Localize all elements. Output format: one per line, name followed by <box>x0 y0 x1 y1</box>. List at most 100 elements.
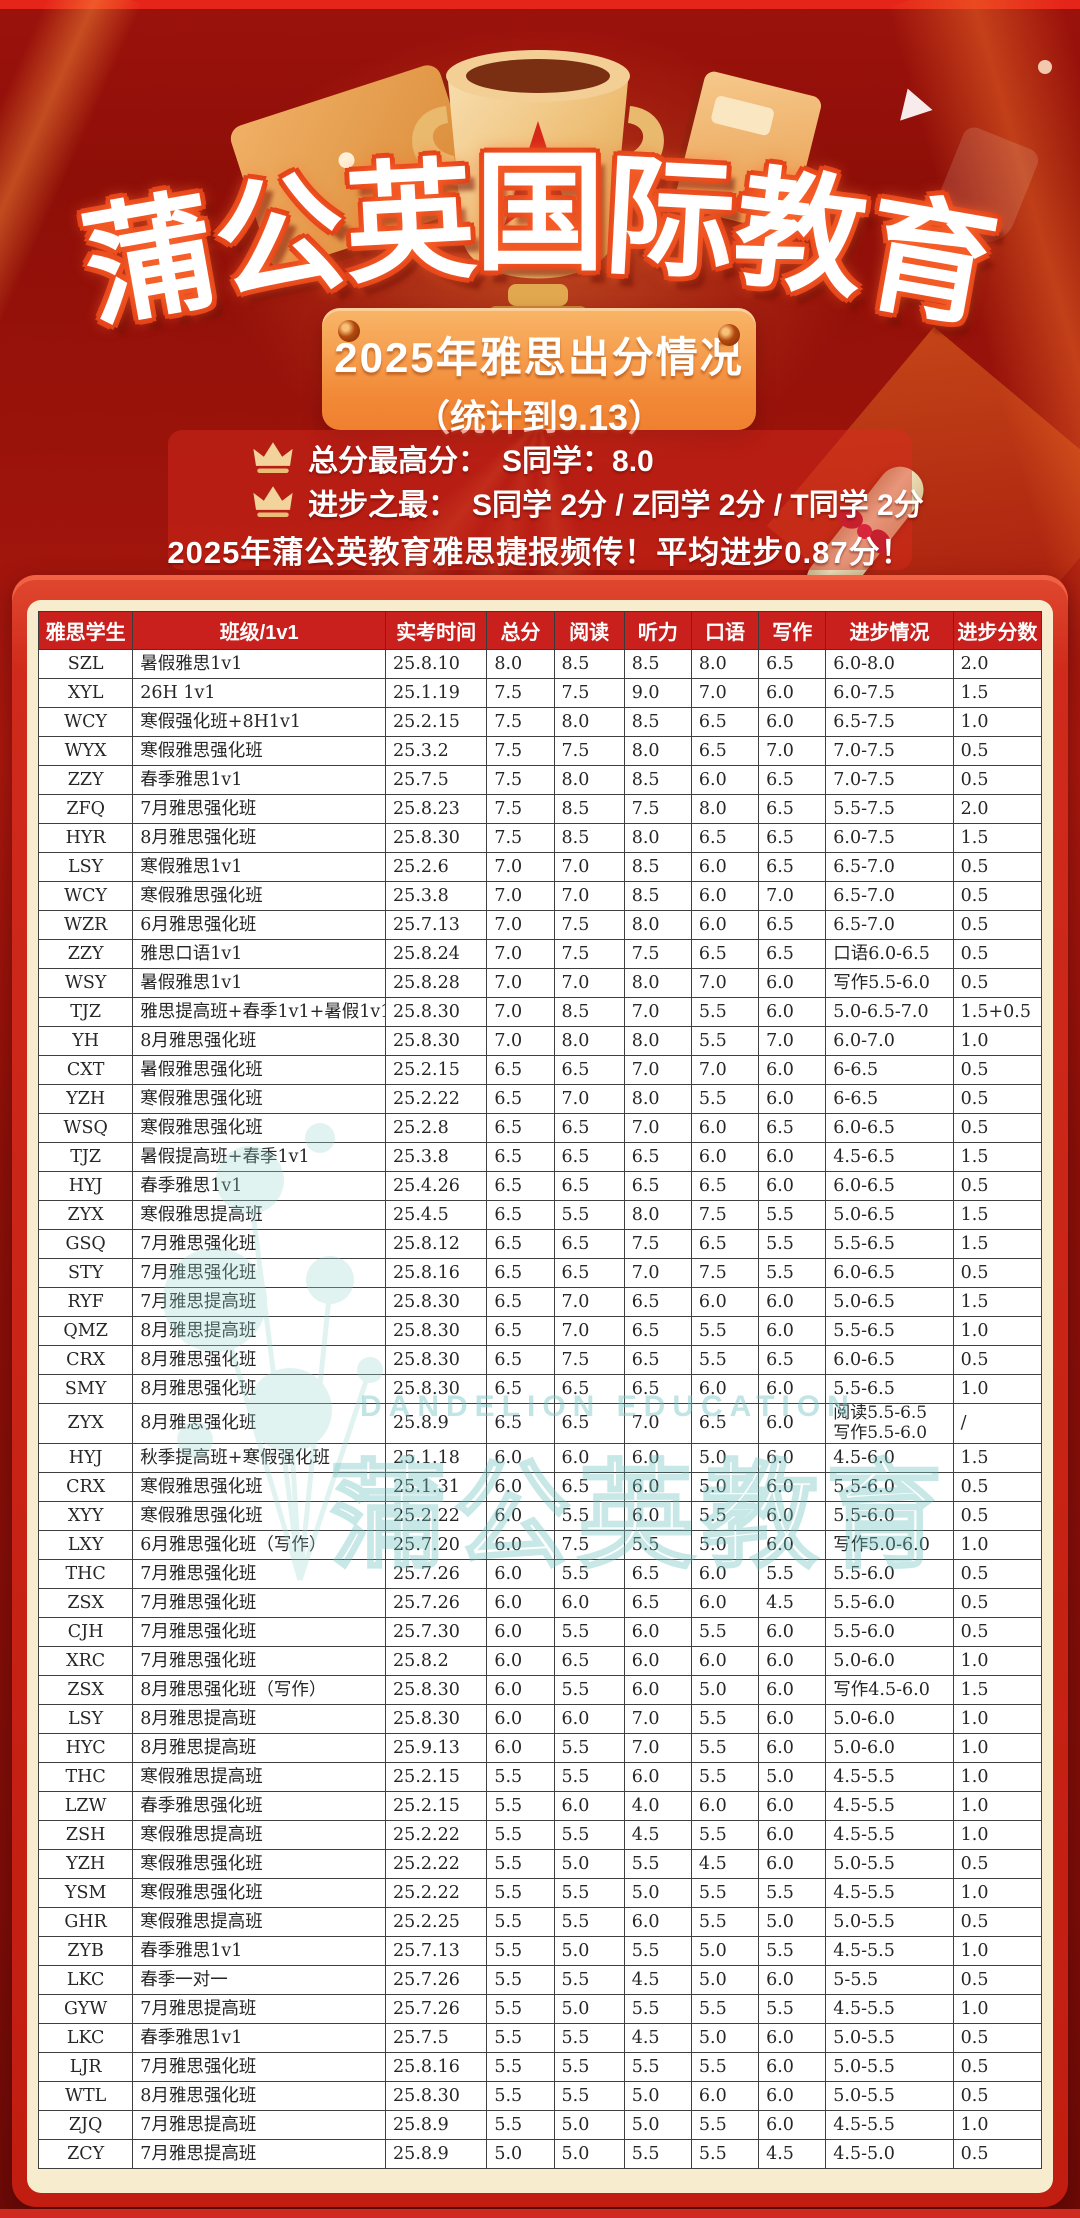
table-row: XYY 寒假雅思强化班 25.2.22 6.0 5.5 6.0 5.5 6.0 5.5-6.0 0… <box>37 1501 1043 1532</box>
cell-gain: 0.5 <box>952 1258 1043 1288</box>
cell-writing: 6.0 <box>758 1443 827 1474</box>
cell-listening: 6.0 <box>623 1501 692 1532</box>
table-row: ZYX 8月雅思强化班 25.8.9 6.5 6.5 7.0 6.5 6.0 阅读5.5-6.5… <box>37 1402 1043 1445</box>
cell-student: LSY <box>37 1704 134 1735</box>
table-row: GHR 寒假雅思提高班 25.2.25 5.5 5.5 6.0 5.5 5.0 5.0-5.5 0… <box>37 1907 1043 1938</box>
cell-writing: 7.0 <box>758 736 827 766</box>
cell-student: WTL <box>37 2081 134 2112</box>
cell-reading: 7.0 <box>553 1287 625 1317</box>
cell-speaking: 5.5 <box>690 1907 760 1938</box>
cell-speaking: 6.5 <box>690 939 760 969</box>
cell-writing: 6.5 <box>758 939 827 969</box>
cell-total: 6.0 <box>486 1472 555 1503</box>
cell-exam-date: 25.8.30 <box>385 2081 488 2112</box>
cell-class: 寒假雅思提高班 <box>132 1820 387 1851</box>
cell-reading: 5.5 <box>553 1907 625 1938</box>
cell-listening: 6.5 <box>623 1316 692 1346</box>
cell-writing: 6.0 <box>758 2110 827 2141</box>
cell-progress: 5.0-5.5 <box>825 2052 954 2083</box>
cell-total: 6.0 <box>486 1443 555 1474</box>
cell-exam-date: 25.2.6 <box>385 852 488 882</box>
cell-listening: 6.0 <box>623 1675 692 1706</box>
cell-speaking: 5.5 <box>690 1820 760 1851</box>
cell-progress: 5.0-6.0 <box>825 1733 954 1764</box>
cell-progress: 5.5-6.0 <box>825 1559 954 1590</box>
column-header: 口语 <box>690 611 760 650</box>
cell-progress: 6.0-6.5 <box>825 1171 954 1201</box>
cell-student: ZYX <box>37 1402 134 1445</box>
cell-class: 寒假雅思强化班 <box>132 881 387 911</box>
cell-speaking: 5.5 <box>690 2052 760 2083</box>
cell-writing: 6.0 <box>758 968 827 998</box>
cell-exam-date: 25.1.19 <box>385 678 488 708</box>
cell-progress: 5.5-6.0 <box>825 1472 954 1503</box>
cell-progress: 6.0-7.5 <box>825 823 954 853</box>
cell-exam-date: 25.2.15 <box>385 1762 488 1793</box>
cell-listening: 4.5 <box>623 2023 692 2054</box>
cell-exam-date: 25.3.2 <box>385 736 488 766</box>
cell-student: CRX <box>37 1472 134 1503</box>
cell-reading: 5.5 <box>553 2052 625 2083</box>
cell-total: 5.5 <box>486 1936 555 1967</box>
cell-exam-date: 25.7.5 <box>385 765 488 795</box>
cell-reading: 6.0 <box>553 1588 625 1619</box>
cell-gain: 0.5 <box>952 2081 1043 2112</box>
table-row: YSM 寒假雅思强化班 25.2.22 5.5 5.5 5.0 5.5 5.5 4.5-5.5 1… <box>37 1878 1043 1909</box>
cell-exam-date: 25.8.16 <box>385 1258 488 1288</box>
cell-total: 6.5 <box>486 1345 555 1375</box>
score-table: 雅思学生 班级/1v1 实考时间 总分 阅读 听力 口语 写作 进步情况 进步分数 SZL 暑假雅思… <box>37 611 1043 2170</box>
cell-reading: 6.5 <box>553 1055 625 1085</box>
table-row: XYL 26H 1v1 25.1.19 7.5 7.5 9.0 7.0 6.0 6.0-7.5 1… <box>37 678 1043 708</box>
cell-gain: 1.0 <box>952 1878 1043 1909</box>
cell-reading: 6.5 <box>553 1113 625 1143</box>
cell-listening: 6.0 <box>623 1617 692 1648</box>
cell-total: 7.5 <box>486 736 555 766</box>
cell-total: 6.0 <box>486 1646 555 1677</box>
cell-gain: 0.5 <box>952 852 1043 882</box>
table-row: CJH 7月雅思强化班 25.7.30 6.0 5.5 6.0 5.5 6.0 5.5-6.0 0… <box>37 1617 1043 1648</box>
cell-writing: 6.0 <box>758 1791 827 1822</box>
cell-gain: 0.5 <box>952 2023 1043 2054</box>
cell-speaking: 6.5 <box>690 1171 760 1201</box>
cell-student: HYJ <box>37 1171 134 1201</box>
cell-progress: 4.5-5.5 <box>825 1936 954 1967</box>
cell-writing: 6.0 <box>758 1374 827 1404</box>
cell-writing: 6.0 <box>758 1617 827 1648</box>
stats-panel <box>168 430 912 570</box>
cell-speaking: 7.0 <box>690 968 760 998</box>
cell-total: 5.5 <box>486 1907 555 1938</box>
highlight-label: 进步之最： <box>308 489 458 522</box>
cell-exam-date: 25.2.15 <box>385 1791 488 1822</box>
cell-gain: 1.0 <box>952 1530 1043 1561</box>
cell-listening: 7.0 <box>623 1704 692 1735</box>
cell-exam-date: 25.8.23 <box>385 794 488 824</box>
cell-class: 寒假雅思提高班 <box>132 1907 387 1938</box>
table-row: YH 8月雅思强化班 25.8.30 7.0 8.0 8.0 5.5 7.0 6.0-7.0 1.… <box>37 1026 1043 1056</box>
cell-exam-date: 25.7.20 <box>385 1530 488 1561</box>
cell-class: 暑假雅思1v1 <box>132 649 387 679</box>
cell-reading: 6.0 <box>553 1791 625 1822</box>
cell-reading: 7.0 <box>553 1084 625 1114</box>
cell-total: 6.5 <box>486 1171 555 1201</box>
cell-listening: 7.5 <box>623 794 692 824</box>
cell-class: 8月雅思强化班（写作） <box>132 1675 387 1706</box>
cell-progress: 6.0-7.0 <box>825 1026 954 1056</box>
cell-total: 8.0 <box>486 649 555 679</box>
cell-student: XYY <box>37 1501 134 1532</box>
cell-listening: 8.5 <box>623 881 692 911</box>
cell-exam-date: 25.2.22 <box>385 1501 488 1532</box>
cell-writing: 6.0 <box>758 1965 827 1996</box>
cell-class: 7月雅思强化班 <box>132 1646 387 1677</box>
cell-speaking: 5.0 <box>690 1443 760 1474</box>
cell-speaking: 5.5 <box>690 1316 760 1346</box>
cell-total: 5.5 <box>486 1791 555 1822</box>
cell-progress: 6.5-7.0 <box>825 881 954 911</box>
cell-class: 8月雅思强化班 <box>132 1026 387 1056</box>
table-row: QMZ 8月雅思提高班 25.8.30 6.5 7.0 6.5 5.5 6.0 5.5-6.5 1… <box>37 1316 1043 1346</box>
table-row: ZZY 春季雅思1v1 25.7.5 7.5 8.0 8.5 6.0 6.5 7.0-7.5 0.… <box>37 765 1043 795</box>
cell-student: ZYB <box>37 1936 134 1967</box>
cell-listening: 6.5 <box>623 1345 692 1375</box>
cell-gain: 1.0 <box>952 1791 1043 1822</box>
cell-progress: 5.5-7.5 <box>825 794 954 824</box>
cell-progress: 7.0-7.5 <box>825 765 954 795</box>
